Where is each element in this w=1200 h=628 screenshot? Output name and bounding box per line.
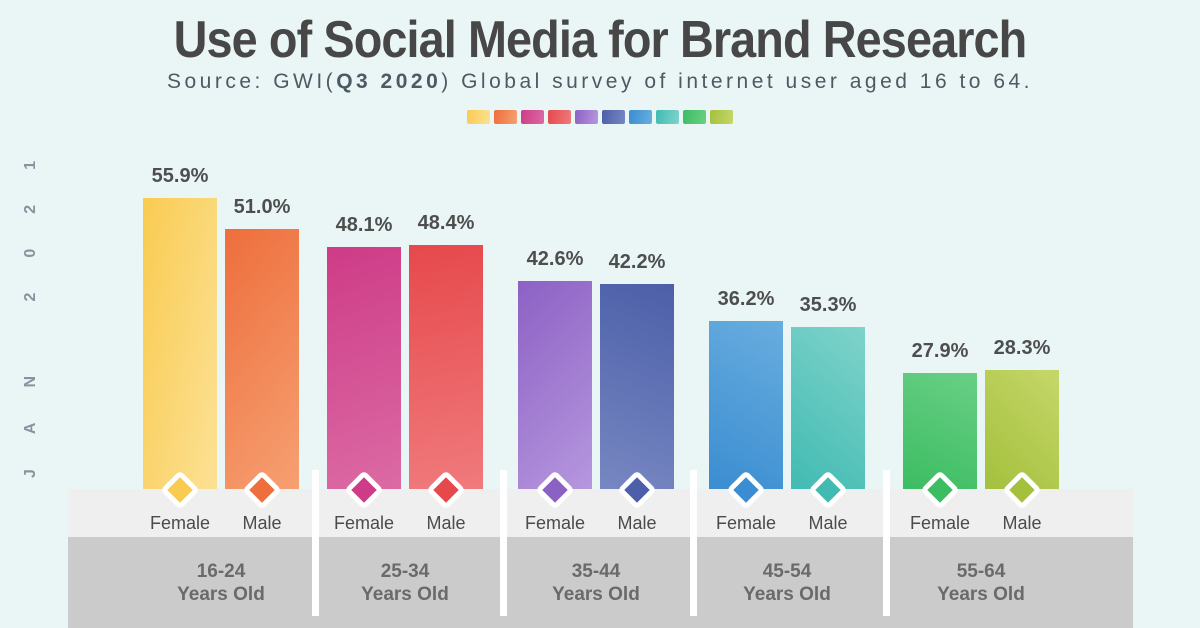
gender-label: Female: [333, 513, 395, 533]
source-prefix: Source: GWI(: [166, 70, 337, 93]
value-label: 35.3%: [799, 294, 857, 316]
legend-swatch-female-25-34: [521, 110, 544, 124]
source-quarter: Q3 2020: [336, 70, 442, 93]
bar-female-25-34: [327, 247, 401, 489]
bar-female-45-54: [709, 321, 783, 489]
group-separator: [883, 470, 890, 616]
legend-swatch-female-45-54: [629, 110, 652, 124]
legend-swatch-male-55-64: [710, 110, 733, 124]
age-group-label: 45-54 Years Old: [702, 560, 872, 606]
legend-swatch-male-25-34: [548, 110, 571, 124]
bar-female-35-44: [518, 281, 592, 489]
value-label: 42.6%: [526, 248, 584, 270]
age-range: 45-54: [762, 561, 812, 582]
age-suffix: Years Old: [177, 584, 265, 605]
value-label: 48.1%: [335, 214, 393, 236]
value-label: 51.0%: [233, 196, 291, 218]
value-label: 42.2%: [608, 251, 666, 273]
gender-label: Male: [426, 513, 466, 533]
color-legend: [0, 110, 1200, 124]
gender-label: Female: [149, 513, 211, 533]
legend-swatch-male-16-24: [494, 110, 517, 124]
group-separator: [500, 470, 507, 616]
age-group-label: 16-24 Years Old: [136, 560, 306, 606]
value-label: 55.9%: [151, 165, 209, 187]
age-group-label: 25-34 Years Old: [320, 560, 490, 606]
bar-male-35-44: [600, 284, 674, 489]
legend-swatch-female-16-24: [467, 110, 490, 124]
gender-label: Male: [617, 513, 657, 533]
gender-label: Female: [715, 513, 777, 533]
bar-male-45-54: [791, 327, 865, 489]
source-note: Source: GWI(Q3 2020) Global survey of in…: [0, 70, 1200, 94]
legend-swatch-male-35-44: [602, 110, 625, 124]
gender-label: Male: [808, 513, 848, 533]
gender-label: Male: [1002, 513, 1042, 533]
bar-male-55-64: [985, 370, 1059, 489]
page-title: Use of Social Media for Brand Research: [173, 11, 1028, 69]
age-suffix: Years Old: [743, 584, 831, 605]
legend-swatch-male-45-54: [656, 110, 679, 124]
gender-label: Female: [524, 513, 586, 533]
gender-label: Female: [909, 513, 971, 533]
age-suffix: Years Old: [937, 584, 1025, 605]
age-range: 35-44: [571, 561, 621, 582]
age-group-label: 35-44 Years Old: [511, 560, 681, 606]
legend-swatch-female-55-64: [683, 110, 706, 124]
value-label: 36.2%: [717, 288, 775, 310]
gender-label: Male: [242, 513, 282, 533]
group-separator: [312, 470, 319, 616]
age-suffix: Years Old: [552, 584, 640, 605]
legend-swatch-female-35-44: [575, 110, 598, 124]
age-suffix: Years Old: [361, 584, 449, 605]
value-label: 27.9%: [911, 340, 969, 362]
value-label: 48.4%: [417, 212, 475, 234]
bar-female-55-64: [903, 373, 977, 489]
age-range: 16-24: [196, 561, 246, 582]
age-range: 25-34: [380, 561, 430, 582]
bar-male-16-24: [225, 229, 299, 489]
value-label: 28.3%: [993, 337, 1051, 359]
group-separator: [690, 470, 697, 616]
bar-male-25-34: [409, 245, 483, 489]
age-group-label: 55-64 Years Old: [896, 560, 1066, 606]
age-range: 55-64: [956, 561, 1006, 582]
bar-female-16-24: [143, 198, 217, 489]
gender-label-band: [68, 489, 1133, 537]
age-group-band: [68, 537, 1133, 628]
source-suffix: ) Global survey of internet user aged 16…: [441, 70, 1034, 93]
